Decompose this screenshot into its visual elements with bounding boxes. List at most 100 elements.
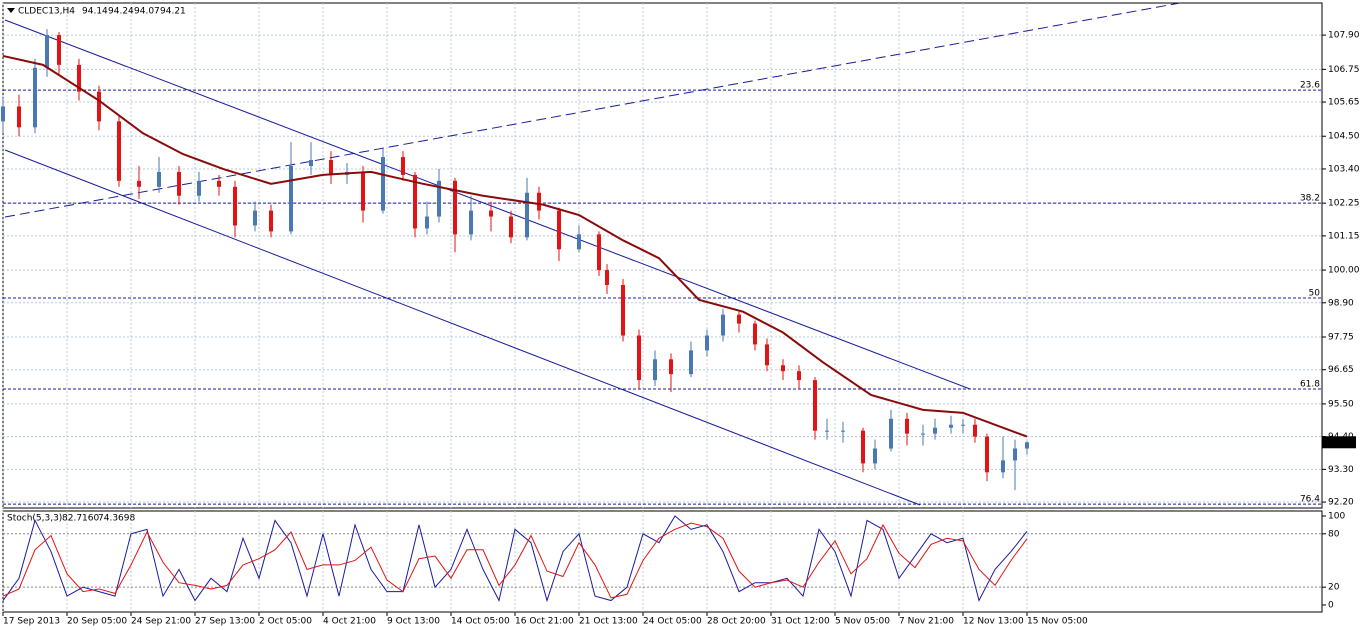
channel-line [4,149,921,506]
candle-body [289,165,293,232]
x-tick-label: 4 Oct 21:00 [323,617,376,627]
candle-body [1001,460,1005,473]
candle-body [861,430,865,464]
candle-body [253,210,257,226]
x-tick-label: 27 Sep 13:00 [195,617,255,627]
x-tick-label: 7 Nov 21:00 [899,617,954,627]
x-tick-label: 9 Oct 13:00 [387,617,440,627]
x-tick-label: 24 Sep 21:00 [131,617,191,627]
y-tick-label: 101.15 [1328,231,1360,241]
candle-body [401,157,405,175]
candle-body [653,359,657,381]
candle-body [605,270,609,285]
y-tick-label: 96.65 [1328,365,1354,375]
y-tick-label: 100 [1328,511,1345,521]
candle-body [537,192,541,211]
fib-label: 76.4 [1300,495,1320,505]
x-tick-label: 16 Oct 21:00 [515,617,574,627]
candle-body [621,284,625,336]
x-tick-label: 28 Oct 20:00 [707,617,766,627]
y-tick-label: 20 [1328,583,1340,593]
stoch-panel [2,510,1323,613]
header-value: 94.07 [134,7,160,17]
stoch-line [2,515,1028,603]
candle-body [1013,448,1017,461]
candle-body [873,448,877,464]
y-tick-label: 105.65 [1328,98,1360,108]
y-tick-label: 104.50 [1328,132,1360,142]
moving-average [2,54,1028,438]
menu-arrow [7,8,15,13]
last-price-label: 94.21 [1326,438,1352,448]
x-tick-label: 15 Nov 05:00 [1027,617,1088,627]
candle-body [985,436,989,473]
candle-body [309,160,313,166]
candle-body [597,234,601,271]
candle-body [525,192,529,238]
y-tick-label: 97.75 [1328,332,1354,342]
x-tick-label: 24 Oct 05:00 [643,617,702,627]
fib-label: 50 [1309,289,1321,299]
y-tick-label: 107.90 [1328,31,1360,41]
candle-body [381,157,385,211]
header-value: 94.14 [82,7,108,17]
x-tick-label: 21 Oct 13:00 [579,617,638,627]
fib-label: 23.6 [1300,81,1320,91]
x-tick-label: 31 Oct 12:00 [771,617,830,627]
last-price-box [1322,436,1356,449]
candle-body [889,418,893,449]
x-tick-label: 5 Nov 05:00 [835,617,890,627]
candle-body [765,344,769,366]
candle-body [825,430,829,432]
candle-body [137,180,141,187]
candle-body [509,216,513,238]
candle-body [329,160,333,175]
fib-label: 61.8 [1300,380,1320,390]
header-value: 94.21 [160,7,186,17]
candle-body [361,171,365,211]
candle-body [117,121,121,181]
candle-body [197,180,201,196]
y-tick-label: 80 [1328,529,1340,539]
y-tick-label: 103.40 [1328,164,1360,174]
candle-body [489,210,493,217]
candle-body [721,314,725,336]
candle-body [57,35,61,65]
candle-body [413,174,417,229]
candle-body [797,371,801,381]
y-tick-label: 100.00 [1328,266,1360,276]
candle-body [949,424,953,428]
candle-body [557,210,561,250]
stoch-value: 82.7160 [62,514,99,524]
x-tick-label: 14 Oct 05:00 [451,617,510,627]
y-tick-label: 92.20 [1328,498,1354,508]
candle-body [961,424,965,426]
candle-body [689,350,693,375]
candle-body [921,433,925,435]
stoch-line [2,522,1028,599]
candle-body [781,365,785,372]
y-tick-label: 102.25 [1328,199,1360,209]
candle-body [157,171,161,187]
y-tick-label: 106.75 [1328,65,1360,75]
candle-body [469,210,473,235]
candle-body [841,430,845,432]
candle-body [77,64,81,92]
candle-body [1025,442,1029,449]
x-tick-label: 2 Oct 05:00 [259,617,312,627]
candle-body [905,418,909,434]
candle-body [705,335,709,351]
candle-body [45,35,49,68]
candle-body [1,106,5,122]
candle-body [813,380,817,431]
y-tick-label: 0 [1328,600,1334,610]
stoch-title: Stoch(5,3,3) [7,514,62,524]
candle-body [669,359,673,375]
y-tick-label: 98.90 [1328,298,1354,308]
stoch-value: 74.3698 [98,514,135,524]
candle-body [17,106,21,128]
fib-label: 38.2 [1300,194,1320,204]
candle-body [177,171,181,196]
price-panel [2,2,1323,509]
